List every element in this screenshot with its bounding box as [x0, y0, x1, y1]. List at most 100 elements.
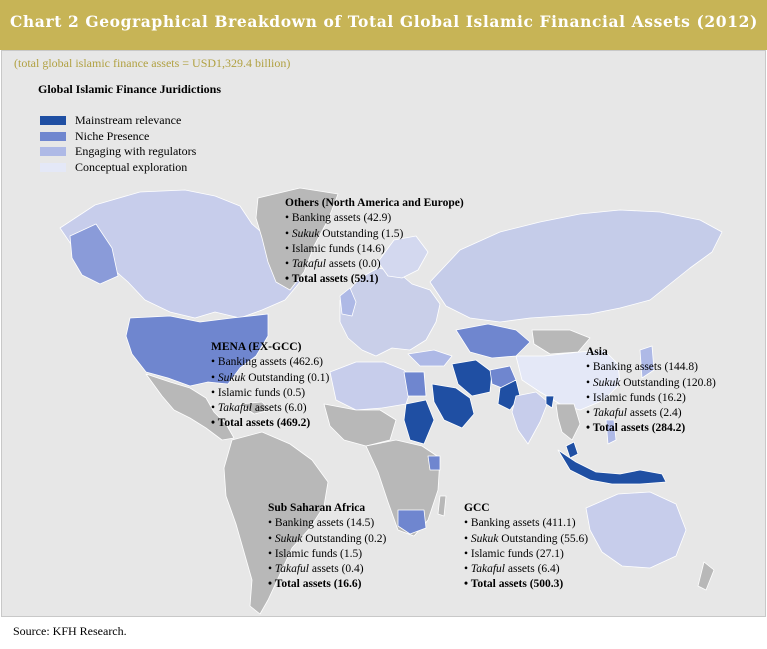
- bullet: •: [285, 258, 292, 271]
- region-gcc: GCC • Banking assets (411.1) • Sukuk Out…: [464, 501, 588, 593]
- map-region-arabian-peninsula: [431, 383, 475, 429]
- subtitle: (total global islamic finance assets = U…: [14, 56, 291, 70]
- takaful-line: • Takaful assets (0.4): [268, 562, 386, 577]
- map-region-china: [515, 349, 621, 411]
- total-line: • Total assets (59.1): [285, 272, 464, 287]
- region-sub-saharan-africa: Sub Saharan Africa • Banking assets (14.…: [268, 501, 386, 593]
- map-region-greenland: [255, 187, 339, 291]
- sukuk-word: Sukuk: [274, 532, 303, 545]
- banking-line: • Banking assets (42.9): [285, 211, 464, 226]
- region-mena: MENA (EX-GCC) • Banking assets (462.6) •…: [211, 340, 329, 432]
- legend-swatch: [40, 147, 66, 156]
- bullet: •: [268, 517, 275, 530]
- total-line: • Total assets (284.2): [586, 421, 716, 436]
- takaful-assets: assets (2.4): [627, 407, 682, 420]
- legend-swatch: [40, 162, 66, 172]
- bullet: •: [268, 547, 275, 560]
- map-region-alaska: [69, 223, 119, 285]
- map-region-india: [511, 391, 549, 445]
- total-assets: Total assets (59.1): [291, 273, 379, 286]
- total-assets: Total assets (469.2): [217, 417, 311, 430]
- banking-line: • Banking assets (462.6): [211, 355, 329, 370]
- bullet: •: [464, 547, 471, 560]
- bullet: •: [211, 402, 218, 415]
- banking-line: • Banking assets (411.1): [464, 516, 588, 531]
- takaful-word: Takaful: [592, 407, 627, 420]
- map-region-kenya: [427, 455, 441, 471]
- takaful-assets: assets (0.4): [309, 563, 364, 576]
- banking-assets: Banking assets (14.5): [274, 517, 375, 530]
- map-region-west-africa: [323, 403, 397, 447]
- region-title: Others (North America and Europe): [285, 197, 464, 209]
- takaful-word: Takaful: [291, 258, 326, 271]
- bullet: •: [268, 563, 275, 576]
- map-region-south-africa: [397, 509, 427, 535]
- map-region-canada: [59, 189, 301, 319]
- map-region-malaysia: [565, 441, 579, 459]
- map-region-philippines: [605, 419, 617, 445]
- map-region-scandinavia: [377, 235, 429, 279]
- bullet: •: [464, 517, 471, 530]
- sukuk-line: • Sukuk Outstanding (120.8): [586, 376, 716, 391]
- sukuk-line: • Sukuk Outstanding (1.5): [285, 227, 464, 242]
- bullet: •: [586, 361, 593, 374]
- sukuk-line: • Sukuk Outstanding (55.6): [464, 532, 588, 547]
- sukuk-outstanding: Outstanding (0.1): [245, 371, 330, 384]
- takaful-word: Takaful: [274, 563, 309, 576]
- bullet: •: [586, 391, 593, 404]
- total-line: • Total assets (16.6): [268, 577, 386, 592]
- bullet: •: [211, 356, 218, 369]
- legend-label: Conceptual exploration: [75, 159, 188, 174]
- bullet: •: [464, 532, 471, 545]
- islamic-funds: Islamic funds (0.5): [217, 386, 306, 399]
- legend-label: Niche Presence: [75, 128, 150, 143]
- banking-assets: Banking assets (462.6): [217, 356, 323, 369]
- bullet: •: [268, 532, 275, 545]
- legend-label: Mainstream relevance: [75, 113, 182, 127]
- bullet: •: [285, 273, 292, 286]
- title-bar: [0, 0, 767, 50]
- total-line: • Total assets (500.3): [464, 577, 588, 592]
- legend-swatch: [40, 131, 66, 141]
- map-region-madagascar: [437, 495, 447, 517]
- map-region-caribbean: [239, 401, 271, 415]
- map-region-uk: [339, 287, 357, 317]
- sukuk-outstanding: Outstanding (1.5): [319, 227, 404, 240]
- bullet: •: [211, 386, 218, 399]
- map-region-new-zealand: [697, 561, 715, 591]
- sukuk-line: • Sukuk Outstanding (0.1): [211, 371, 329, 386]
- total-assets: Total assets (16.6): [274, 578, 362, 591]
- sukuk-word: Sukuk: [217, 371, 246, 384]
- region-title: Sub Saharan Africa: [268, 502, 366, 514]
- funds-line: • Islamic funds (1.5): [268, 547, 386, 562]
- map-region-australia: [585, 491, 687, 569]
- bullet: •: [586, 407, 593, 420]
- sukuk-outstanding: Outstanding (55.6): [498, 532, 589, 545]
- islamic-funds: Islamic funds (27.1): [470, 547, 564, 560]
- takaful-assets: assets (6.4): [505, 563, 560, 576]
- takaful-assets: assets (0.0): [326, 258, 381, 271]
- takaful-line: • Takaful assets (6.4): [464, 562, 588, 577]
- bullet: •: [586, 422, 593, 435]
- chart-title: Chart 2 Geographical Breakdown of Total …: [10, 12, 758, 31]
- bullet: •: [268, 578, 275, 591]
- bullet: •: [586, 376, 593, 389]
- sukuk-line: • Sukuk Outstanding (0.2): [268, 532, 386, 547]
- map-region-se-asia: [555, 403, 581, 441]
- map-region-south-america: [223, 431, 329, 615]
- banking-assets: Banking assets (42.9): [291, 212, 392, 225]
- total-line: • Total assets (469.2): [211, 416, 329, 431]
- takaful-line: • Takaful assets (6.0): [211, 401, 329, 416]
- map-region-japan: [639, 345, 655, 379]
- jurisdictions-title: Global Islamic Finance Juridictions: [38, 82, 222, 96]
- sukuk-word: Sukuk: [470, 532, 499, 545]
- map-region-mexico: [145, 373, 235, 441]
- banking-assets: Banking assets (411.1): [470, 517, 576, 530]
- map-region-indonesia: [557, 449, 667, 485]
- takaful-line: • Takaful assets (2.4): [586, 406, 716, 421]
- bullet: •: [285, 242, 292, 255]
- region-title: GCC: [464, 502, 490, 514]
- funds-line: • Islamic funds (27.1): [464, 547, 588, 562]
